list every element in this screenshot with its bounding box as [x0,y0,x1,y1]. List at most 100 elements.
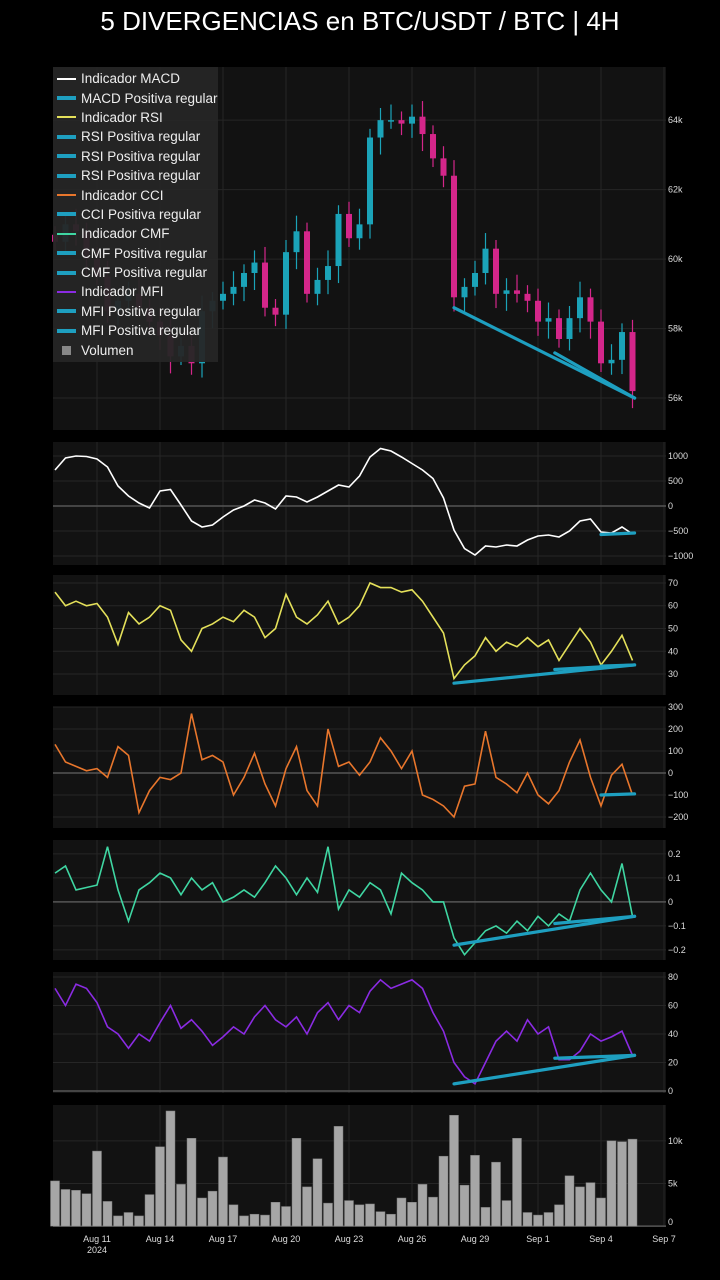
legend-item[interactable]: MACD Positiva regular [53,88,218,107]
candle-body [608,359,615,364]
y-tick-label: 200 [668,724,683,734]
y-tick-label: 60 [668,1000,678,1010]
volume-bar [113,1215,123,1227]
y-tick-label: −200 [668,812,688,822]
legend-item[interactable]: CMF Positiva regular [53,244,218,263]
legend-item[interactable]: RSI Positiva regular [53,127,218,146]
y-tick-label: 0 [668,501,673,511]
y-tick-label: 40 [668,1029,678,1039]
legend-item[interactable]: Indicador CCI [53,185,218,204]
legend-label: CCI Positiva regular [81,206,202,222]
legend-swatch-icon [57,251,76,256]
volume-bar [417,1184,428,1227]
legend-item[interactable]: Indicador CMF [53,224,218,243]
y-tick-label: 80 [668,972,678,982]
legend-label: Indicador RSI [81,109,163,125]
volume-bar [512,1138,522,1227]
y-tick-label: 60k [668,254,683,264]
candle-body [325,266,331,280]
candle-body [346,213,352,239]
panel-volume: 0 5k 10k [50,1105,683,1227]
divergence-line [599,792,637,797]
panel-mfi: 0 20 40 60 80 [53,972,678,1096]
volume-bar [354,1204,365,1227]
legend-item[interactable]: RSI Positiva regular [53,166,218,185]
divergence-line [452,306,637,400]
legend-label: Volumen [81,342,134,358]
legend-swatch-icon [57,96,76,101]
candle-body [598,321,604,364]
candle-body [430,134,436,159]
legend-label: Indicador MACD [81,71,181,87]
volume-bar [554,1204,564,1227]
volume-bar [71,1190,81,1227]
legend-item[interactable]: RSI Positiva regular [53,147,218,166]
y-tick-label: 62k [668,185,683,195]
divergence-line [553,351,637,400]
candle-body [241,272,247,287]
candle-body [556,318,562,339]
divergence-line [452,914,637,947]
candle-body [314,279,321,294]
panel-rsi: 30 40 50 60 70 [53,575,678,695]
y-tick-label: 500 [668,476,683,486]
legend-label: Indicador MFI [81,284,164,300]
y-tick-label: 0 [668,768,673,778]
candle-body [619,332,625,360]
legend-item[interactable]: MFI Positiva regular [53,302,218,321]
candle-body [377,120,384,138]
y-tick-label: 56k [668,393,683,403]
candle-body [409,116,415,124]
candle-body [388,120,394,122]
legend-item[interactable]: MFI Positiva regular [53,321,218,340]
panel-macd: −1000 −500 0 500 1000 [53,442,693,565]
legend-item[interactable]: Indicador RSI [53,108,218,127]
legend-label: MACD Positiva regular [81,90,218,106]
y-tick-label: 64k [668,115,683,125]
volume-bar [207,1190,218,1227]
volume-bar [585,1182,596,1227]
x-tick-label: Aug 26 [398,1234,427,1244]
legend-item[interactable]: Indicador MFI [53,282,218,301]
volume-bar [491,1161,501,1227]
y-tick-label: 30 [668,669,678,679]
panel-background [53,840,666,960]
legend-label: MFI Positiva regular [81,323,202,339]
y-tick-label: 10k [668,1136,683,1146]
legend-swatch-icon [57,328,76,333]
legend-swatch-icon [57,290,76,293]
x-tick-label: Sep 1 [526,1234,550,1244]
legend-swatch-icon [57,232,76,235]
volume-bar [197,1197,207,1227]
candle-body [262,262,268,308]
x-tick-label: Aug 17 [209,1234,238,1244]
divergence-line [452,1053,637,1086]
legend-swatch-icon [57,134,76,139]
volume-bar [501,1200,512,1227]
volume-bar [543,1212,554,1227]
candle-body [629,332,636,392]
legend-item[interactable]: Indicador MACD [53,69,218,88]
chart-title: 5 DIVERGENCIAS en BTC/USDT / BTC | 4H [100,6,620,36]
y-tick-label: 0.2 [668,849,681,859]
volume-bar [459,1184,470,1227]
legend-label: RSI Positiva regular [81,168,201,184]
rsi-line [54,581,634,681]
volume-bar [249,1213,260,1227]
volume-bar [92,1150,102,1227]
candle-body [419,116,426,135]
volume-bar [186,1138,197,1227]
candle-body [398,120,405,124]
legend-item[interactable]: CCI Positiva regular [53,205,218,224]
volume-bar [239,1215,249,1227]
cmf-line [54,846,634,957]
volume-bar [575,1186,585,1227]
volume-bar [260,1214,270,1227]
volume-bar [144,1194,155,1227]
candle-body [535,300,541,322]
volume-bar [302,1186,312,1227]
legend-item[interactable]: CMF Positiva regular [53,263,218,282]
y-tick-label: 0 [668,897,673,907]
legend-item[interactable]: Volumen [53,340,218,359]
y-tick-label: 1000 [668,451,688,461]
